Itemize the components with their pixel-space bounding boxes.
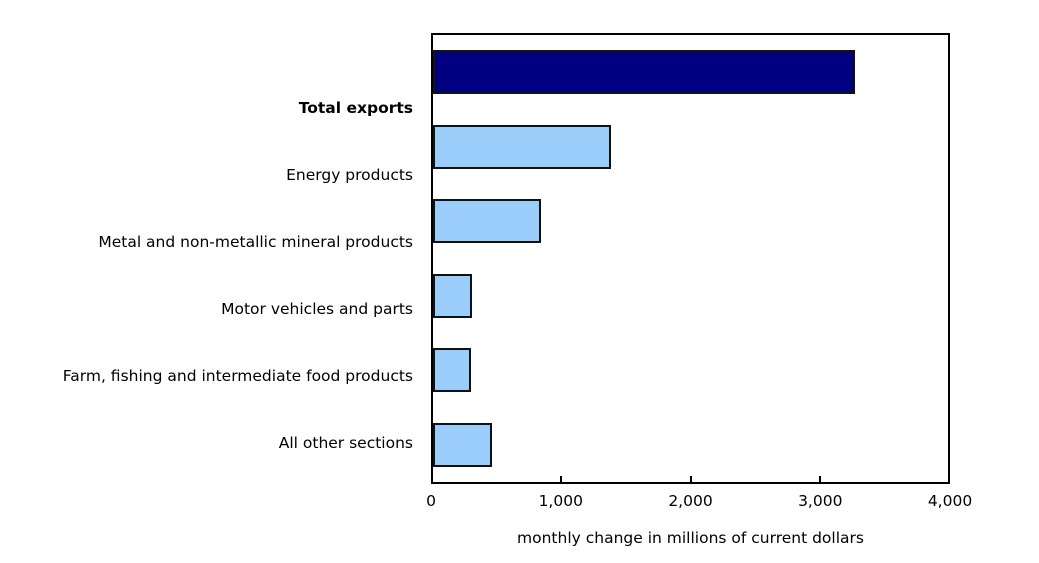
category-label-all-other-sections: All other sections — [278, 434, 413, 452]
category-label-metal-and-non-metallic-mineral-products: Metal and non-metallic mineral products — [98, 233, 413, 251]
category-label-motor-vehicles-and-parts: Motor vehicles and parts — [221, 300, 413, 318]
x-axis-ticks: 0 1,000 2,000 3,000 4,000 — [426, 476, 972, 509]
bars-layer — [433, 35, 948, 482]
x-tick-label: 0 — [426, 492, 436, 510]
x-tick-mark — [819, 476, 822, 484]
bar-motor-vehicles-and-parts — [433, 273, 472, 318]
bar-energy-products — [433, 124, 612, 169]
x-tick-mark — [689, 476, 692, 484]
bar-total-exports — [433, 50, 856, 95]
x-tick-mark — [948, 476, 950, 484]
plot-area — [431, 33, 950, 484]
bar-metal-and-non-metallic-mineral-products — [433, 199, 542, 244]
category-label-total-exports: Total exports — [298, 99, 413, 117]
x-tick-label: 3,000 — [798, 492, 843, 510]
x-axis-title: monthly change in millions of current do… — [517, 529, 864, 547]
bar-all-other-sections — [433, 422, 493, 467]
category-label-farm-fishing-and-intermediate-food-products: Farm, fishing and intermediate food prod… — [62, 367, 413, 385]
bar-farm-fishing-and-intermediate-food-products — [433, 348, 471, 393]
category-axis-labels: Total exports Energy products Metal and … — [0, 33, 421, 484]
x-tick-label: 1,000 — [538, 492, 583, 510]
x-tick-label: 2,000 — [668, 492, 713, 510]
x-tick-mark — [559, 476, 562, 484]
x-tick-label: 4,000 — [927, 492, 973, 510]
x-tick-mark — [431, 476, 433, 484]
category-label-energy-products: Energy products — [286, 166, 413, 184]
